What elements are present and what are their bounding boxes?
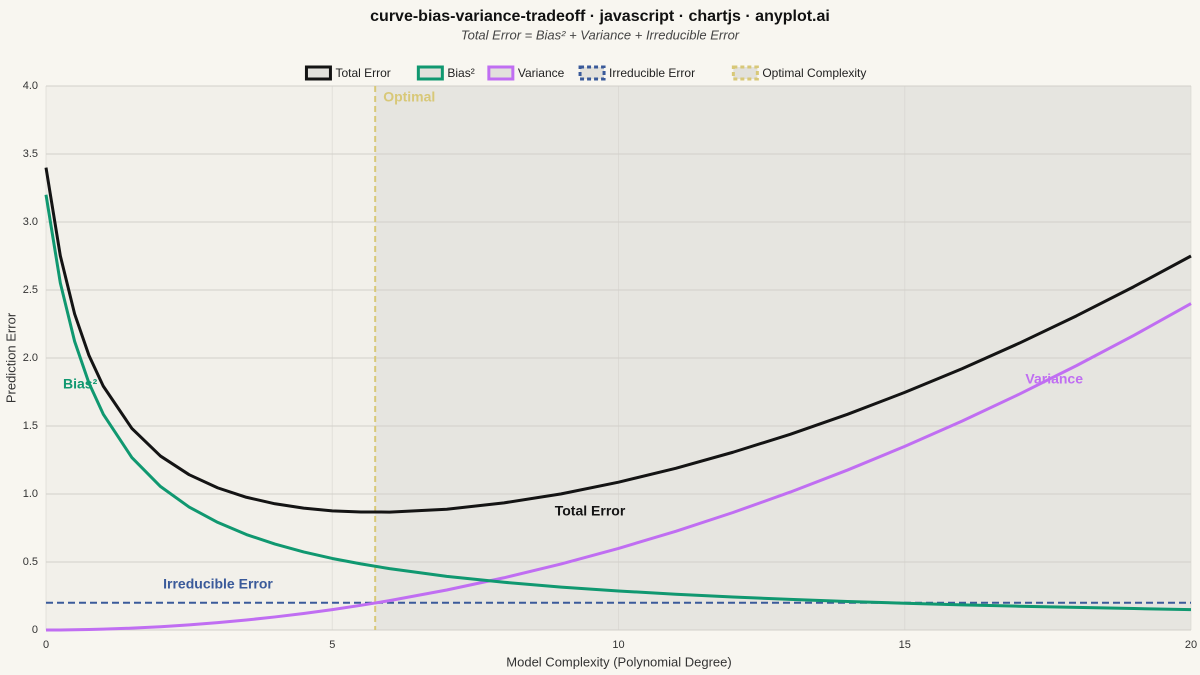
- y-tick-label: 3.0: [23, 216, 38, 228]
- x-tick-label: 0: [43, 639, 49, 651]
- x-tick-label: 20: [1185, 639, 1197, 651]
- x-tick-label: 15: [899, 639, 911, 651]
- annotation: Total Error: [555, 503, 626, 519]
- y-tick-label: 1.5: [23, 420, 38, 432]
- legend-label: Variance: [518, 66, 565, 80]
- legend-label: Total Error: [335, 66, 390, 80]
- legend-swatch: [731, 65, 759, 81]
- y-tick-label: 4.0: [23, 80, 38, 92]
- x-tick-label: 10: [612, 639, 624, 651]
- y-axis-label: Prediction Error: [3, 312, 18, 403]
- y-tick-label: 3.5: [23, 148, 38, 160]
- series-line: [44, 194, 1192, 612]
- annotation: Variance: [1025, 371, 1083, 387]
- annotation: Optimal: [383, 89, 435, 105]
- y-tick-label: 2.5: [23, 284, 38, 296]
- legend-swatch: [416, 65, 444, 81]
- x-axis-label: Model Complexity (Polynomial Degree): [506, 654, 731, 669]
- legend-swatch: [578, 65, 606, 81]
- legend-label: Bias²: [447, 66, 474, 80]
- y-tick-label: 0.5: [23, 556, 38, 568]
- chart-title: curve-bias-variance-tradeoff · javascrip…: [370, 8, 830, 25]
- annotation: Irreducible Error: [163, 576, 273, 592]
- series-line: [45, 302, 1192, 632]
- y-tick-label: 0: [32, 624, 38, 636]
- x-tick-label: 5: [329, 639, 335, 651]
- y-tick-label: 2.0: [23, 352, 38, 364]
- y-tick-label: 1.0: [23, 488, 38, 500]
- legend-swatch: [487, 65, 515, 81]
- legend-swatch: [304, 65, 332, 81]
- chart-subtitle: Total Error = Bias² + Variance + Irreduc…: [461, 27, 740, 42]
- annotation: Bias²: [63, 376, 98, 392]
- legend-label: Optimal Complexity: [762, 66, 866, 80]
- legend-label: Irreducible Error: [609, 66, 695, 80]
- series-line: [44, 167, 1192, 514]
